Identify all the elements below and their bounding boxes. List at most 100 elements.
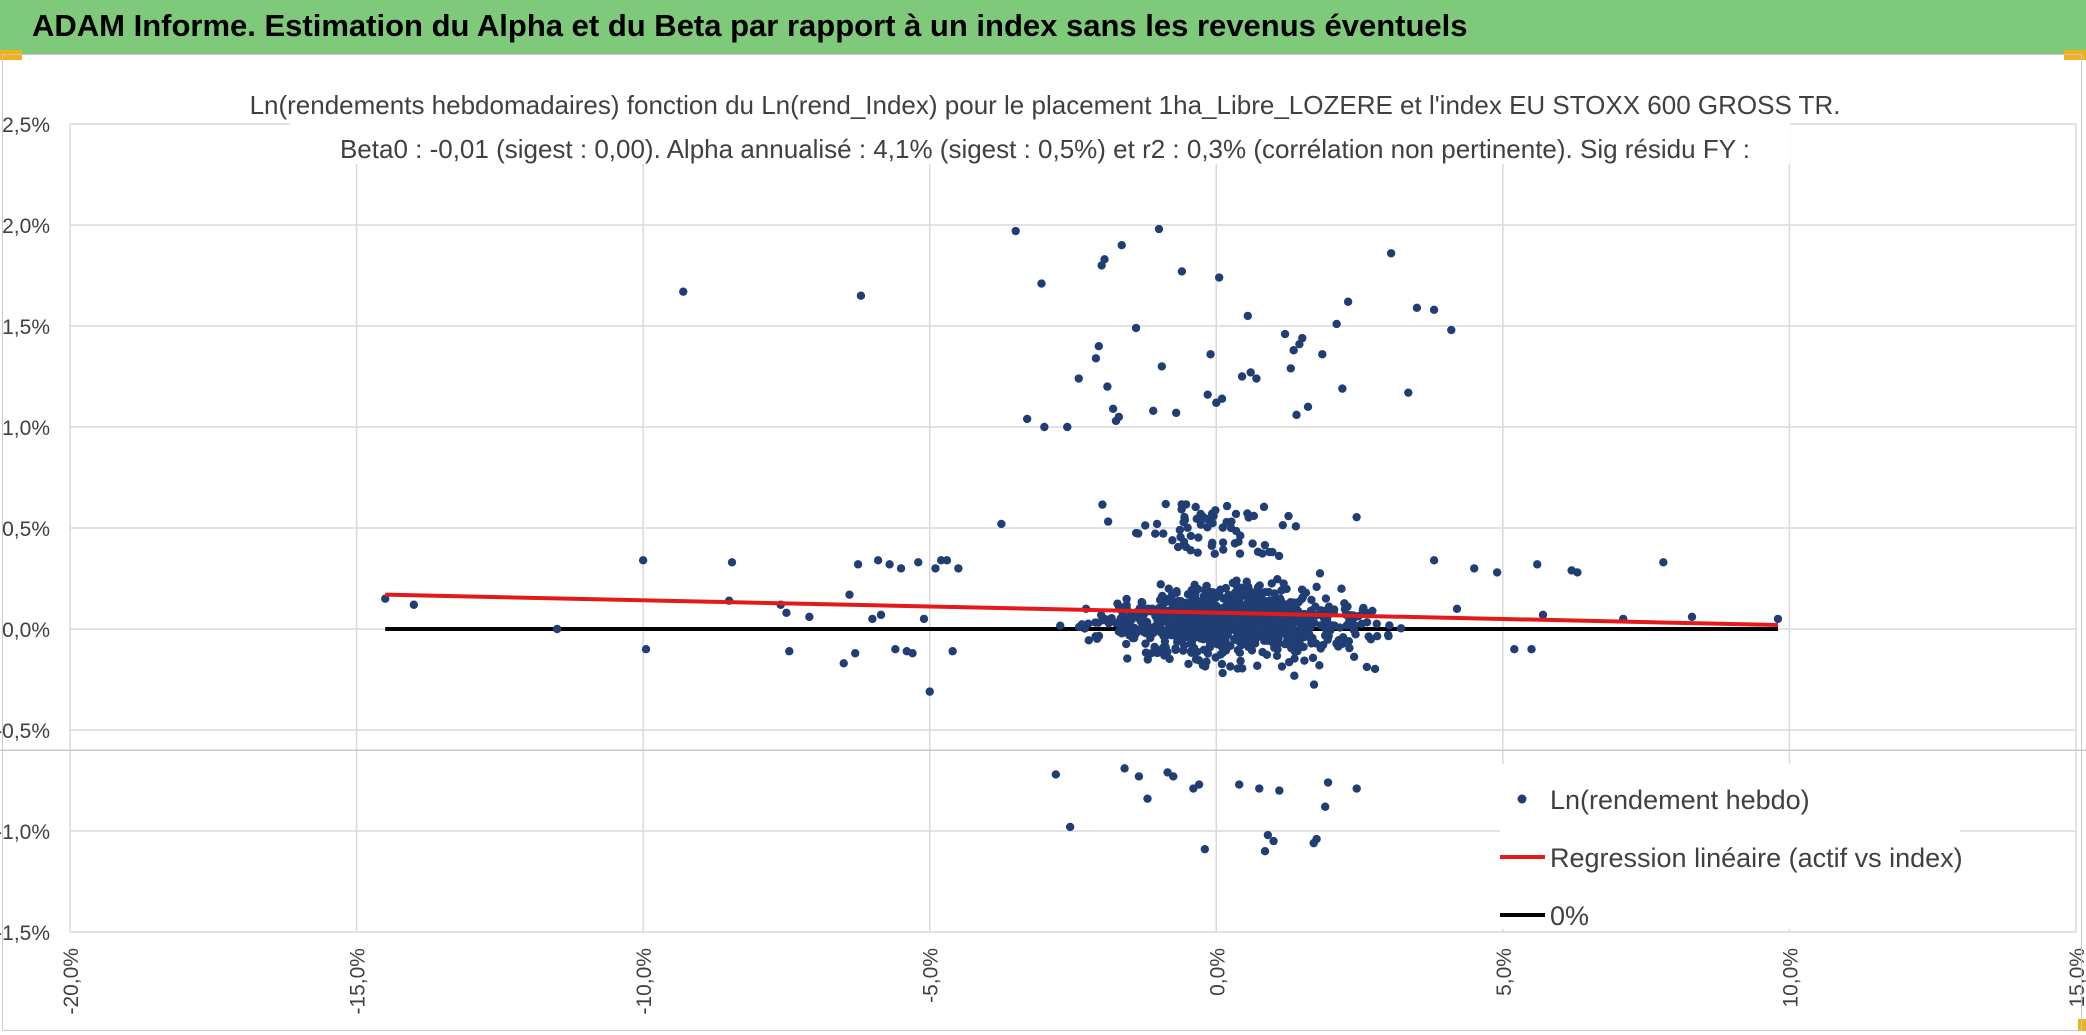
data-point xyxy=(851,649,860,658)
data-point xyxy=(1344,637,1354,646)
data-point xyxy=(1222,517,1231,527)
data-point xyxy=(1193,548,1202,557)
x-tick-label: 0,0% xyxy=(1206,948,1229,996)
data-point xyxy=(1022,414,1032,424)
data-point xyxy=(1288,617,1298,627)
data-point xyxy=(1186,531,1196,541)
data-point xyxy=(1447,325,1456,335)
data-point xyxy=(1332,319,1341,329)
data-point xyxy=(1309,680,1319,689)
x-tick-label: 5,0% xyxy=(1493,948,1516,996)
data-point xyxy=(1533,560,1542,569)
data-point xyxy=(1247,646,1257,655)
data-point xyxy=(1207,509,1217,518)
data-point xyxy=(1538,610,1548,620)
data-point xyxy=(1199,595,1208,604)
data-point xyxy=(1323,778,1333,787)
data-point xyxy=(1152,519,1162,529)
data-point xyxy=(1199,513,1209,522)
data-point xyxy=(1343,297,1353,306)
data-point xyxy=(552,624,562,634)
data-point xyxy=(679,287,688,296)
data-point xyxy=(1098,500,1107,509)
data-point xyxy=(1114,412,1124,422)
data-point xyxy=(1282,584,1291,594)
data-point xyxy=(1386,249,1396,258)
data-point xyxy=(1191,595,1201,605)
data-point xyxy=(1040,422,1049,432)
data-point xyxy=(1299,624,1309,633)
data-point xyxy=(839,659,848,668)
data-point xyxy=(1345,643,1354,653)
data-point xyxy=(1321,594,1331,603)
data-point xyxy=(1084,636,1093,645)
data-point xyxy=(1269,836,1278,846)
data-point xyxy=(1155,623,1165,632)
data-point xyxy=(1275,594,1285,603)
data-point xyxy=(1141,521,1150,530)
data-point xyxy=(1285,637,1294,646)
data-point xyxy=(1103,517,1113,526)
data-point xyxy=(1301,588,1311,598)
data-point xyxy=(1126,616,1135,625)
data-point xyxy=(1210,549,1219,559)
data-point xyxy=(1146,649,1156,658)
data-point xyxy=(1241,620,1250,629)
data-point xyxy=(856,291,866,300)
data-point xyxy=(1211,653,1220,662)
data-point xyxy=(1252,374,1261,383)
data-point xyxy=(1332,639,1341,648)
data-point xyxy=(1318,350,1327,359)
data-point xyxy=(1232,581,1242,591)
data-point xyxy=(1176,532,1185,542)
data-point xyxy=(1143,794,1152,803)
data-point xyxy=(1056,621,1065,630)
data-point xyxy=(1288,599,1297,608)
data-point xyxy=(1097,610,1106,620)
data-point xyxy=(1250,621,1259,630)
legend-label-regression: Regression linéaire (actif vs index) xyxy=(1550,843,1963,873)
x-tick-label: -10,0% xyxy=(633,948,656,1015)
title-background xyxy=(290,84,1790,164)
data-point xyxy=(1125,627,1134,637)
data-point xyxy=(1362,662,1372,672)
data-point xyxy=(1217,394,1227,403)
data-point xyxy=(997,519,1006,529)
data-point xyxy=(948,647,957,656)
data-point xyxy=(1352,512,1361,522)
data-point xyxy=(1315,661,1324,670)
data-point xyxy=(1134,772,1144,781)
data-point xyxy=(1220,629,1229,638)
data-point xyxy=(782,608,791,618)
data-point xyxy=(1248,631,1257,640)
data-point xyxy=(1168,596,1177,605)
data-point xyxy=(1384,631,1393,641)
data-point xyxy=(1151,529,1160,538)
data-point xyxy=(1234,637,1244,646)
data-point xyxy=(1177,500,1186,509)
data-point xyxy=(1100,255,1109,264)
data-point xyxy=(1167,630,1176,640)
data-point xyxy=(1255,625,1265,635)
data-point xyxy=(1274,551,1284,561)
data-point xyxy=(1108,404,1118,414)
x-tick-label: -20,0% xyxy=(60,948,83,1015)
legend-label-zero: 0% xyxy=(1550,901,1589,931)
data-point xyxy=(873,556,883,565)
data-point xyxy=(931,564,940,573)
data-point xyxy=(1312,834,1321,844)
data-point xyxy=(1284,657,1294,667)
data-point xyxy=(1122,594,1131,604)
data-point xyxy=(1292,410,1301,420)
data-point xyxy=(885,560,894,569)
data-point xyxy=(868,614,877,624)
x-tick-label: -5,0% xyxy=(920,948,943,1003)
data-point xyxy=(1220,635,1230,645)
corner-handle-bottom-right xyxy=(2078,1019,2086,1031)
data-point xyxy=(845,590,854,599)
data-point xyxy=(1200,844,1210,854)
data-point xyxy=(1092,634,1102,643)
data-point xyxy=(1258,549,1267,558)
data-point xyxy=(1187,586,1196,595)
data-point xyxy=(1687,612,1697,622)
